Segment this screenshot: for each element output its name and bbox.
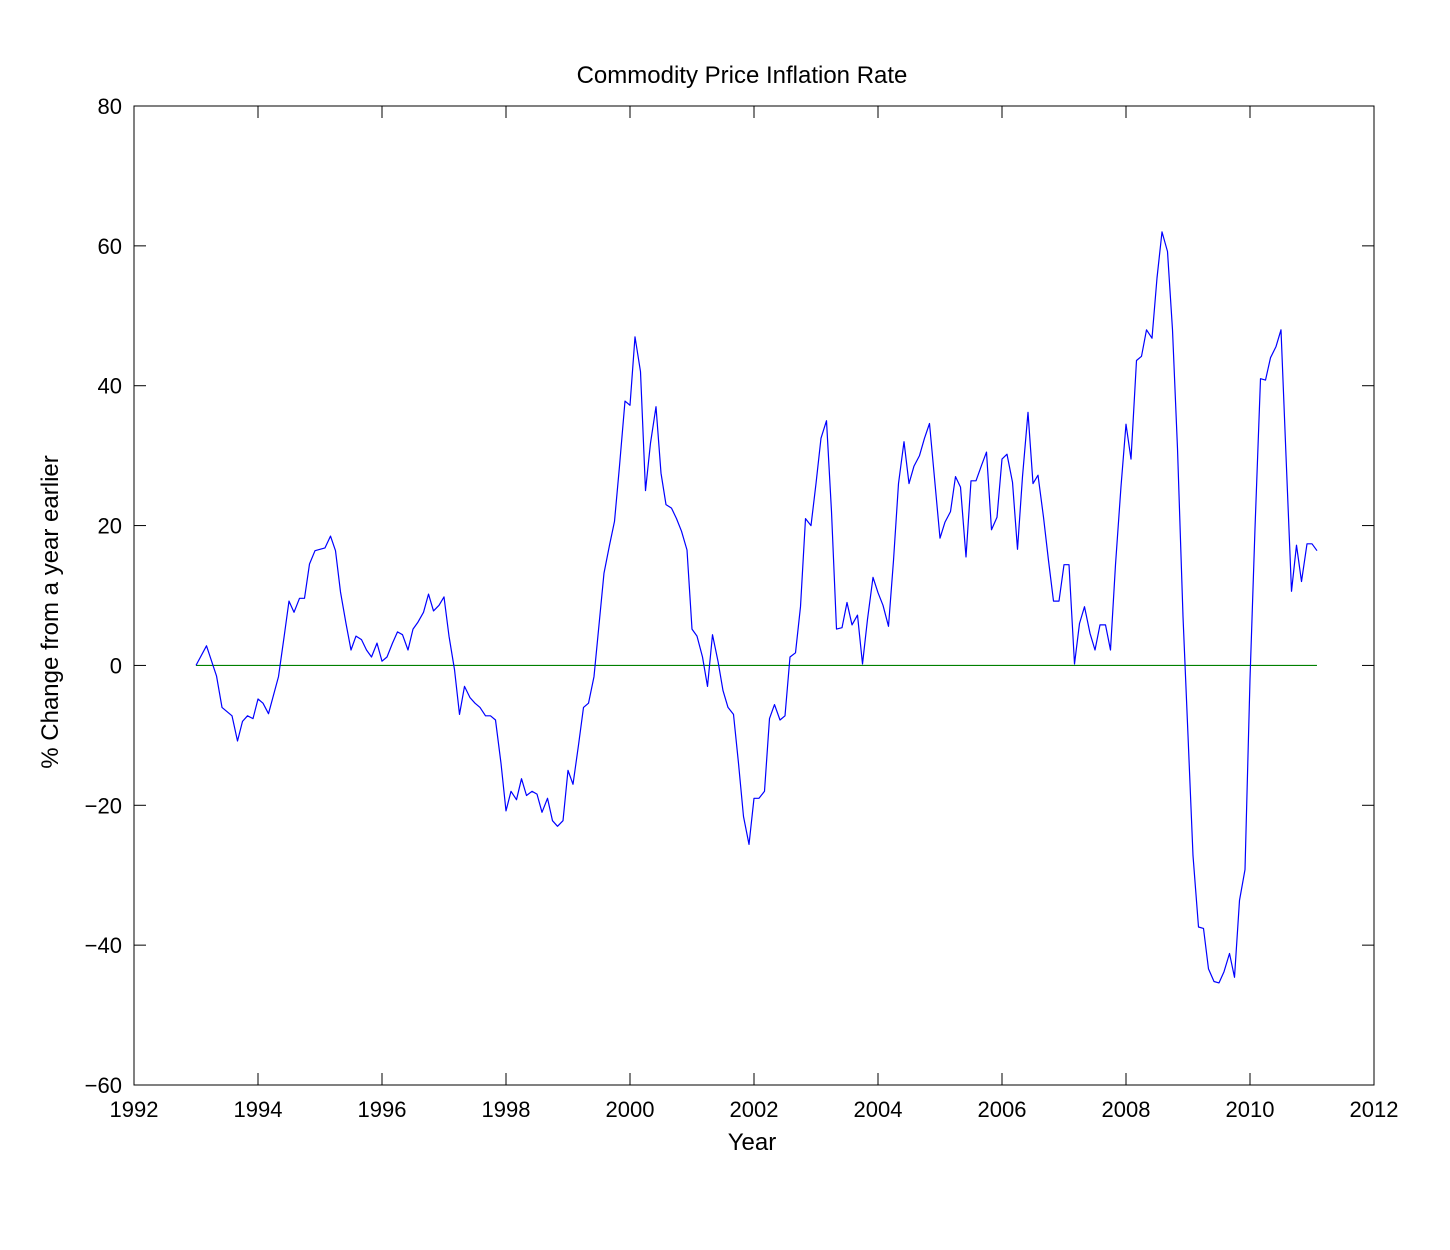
- y-tick-label: 80: [98, 94, 122, 119]
- y-tick-label: −60: [85, 1073, 122, 1098]
- series-line: [195, 231, 1318, 984]
- y-tick-label: 40: [98, 374, 122, 399]
- x-tick-label: 2010: [1226, 1097, 1275, 1122]
- y-axis: −60 −40 −20 0 20 40 60 80: [85, 94, 1374, 1098]
- plot-frame: [133, 105, 1375, 1086]
- x-axis: 1992 1994 1996 1998 2000 2002 2004 2006 2008 2010…: [110, 106, 1399, 1122]
- x-tick-label: 2008: [1102, 1097, 1151, 1122]
- x-tick-label: 1996: [358, 1097, 407, 1122]
- y-tick-label: 60: [98, 234, 122, 259]
- x-tick-label: 2006: [978, 1097, 1027, 1122]
- y-tick-label: 0: [110, 653, 122, 678]
- x-tick-label: 1994: [234, 1097, 283, 1122]
- x-tick-label: 2002: [730, 1097, 779, 1122]
- y-tick-label: −40: [85, 933, 122, 958]
- y-tick-label: −20: [85, 793, 122, 818]
- x-tick-label: 2000: [606, 1097, 655, 1122]
- chart-title: Commodity Price Inflation Rate: [577, 62, 908, 89]
- y-axis-label: % Change from a year earlier: [37, 455, 64, 768]
- x-tick-label: 2012: [1350, 1097, 1399, 1122]
- y-tick-label: 20: [98, 514, 122, 539]
- x-tick-label: 1992: [110, 1097, 159, 1122]
- x-tick-label: 1998: [482, 1097, 531, 1122]
- x-axis-label: Year: [728, 1129, 777, 1156]
- x-tick-label: 2004: [854, 1097, 903, 1122]
